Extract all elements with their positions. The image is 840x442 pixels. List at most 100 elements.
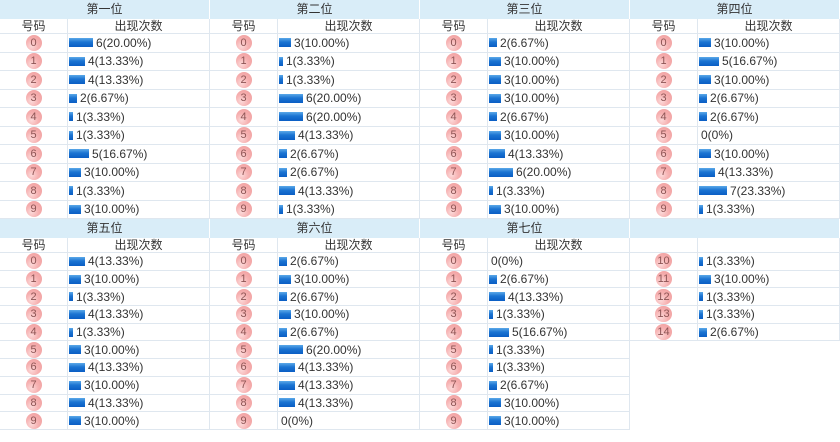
count-cell: 4(13.33%) <box>278 359 420 377</box>
number-cell: 10 <box>630 253 698 271</box>
number-ball-badge: 8 <box>25 394 42 411</box>
number-ball-badge: 0 <box>25 253 42 270</box>
number-cell: 2 <box>420 288 488 307</box>
frequency-label: 3(10.00%) <box>84 202 140 217</box>
count-cell: 1(3.33%) <box>488 306 630 324</box>
frequency-bar <box>489 167 513 177</box>
frequency-label: 5(16.67%) <box>722 54 778 69</box>
stat-row: 8 3(10.00%) <box>420 394 630 413</box>
frequency-bar <box>69 380 81 390</box>
number-ball-badge: 9 <box>445 201 462 218</box>
number-ball-badge: 4 <box>445 324 462 341</box>
number-cell: 7 <box>210 376 278 395</box>
number-ball-badge: 13 <box>655 306 672 323</box>
position-group: 第一位 号码 出现次数 0 6(20.00%) 1 4(13.33%) 2 4(13.33%) 3… <box>0 0 210 219</box>
stat-row: 1 4(13.33%) <box>0 52 210 71</box>
number-ball-badge: 7 <box>25 164 42 181</box>
frequency-bar <box>69 292 73 302</box>
frequency-bar <box>69 93 77 103</box>
number-ball-badge: 8 <box>655 182 672 199</box>
count-cell: 4(13.33%) <box>488 288 630 307</box>
col-header-number: 号码 <box>210 19 278 34</box>
stat-row: 5 6(20.00%) <box>210 341 420 360</box>
number-cell: 1 <box>420 52 488 71</box>
count-cell: 2(6.67%) <box>488 376 630 395</box>
count-cell: 2(6.67%) <box>278 253 420 271</box>
number-ball-badge: 2 <box>25 71 42 88</box>
frequency-label: 1(3.33%) <box>496 307 545 322</box>
frequency-label: 2(6.67%) <box>710 325 759 340</box>
stat-row: 4 2(6.67%) <box>630 108 840 127</box>
col-header-count <box>698 238 840 253</box>
count-cell: 4(13.33%) <box>68 394 210 413</box>
frequency-label: 3(10.00%) <box>84 272 140 287</box>
number-cell: 6 <box>630 145 698 164</box>
stat-row: 0 4(13.33%) <box>0 253 210 271</box>
frequency-bar <box>279 38 291 48</box>
count-cell: 3(10.00%) <box>68 270 210 289</box>
frequency-label: 1(3.33%) <box>76 128 125 143</box>
number-cell: 5 <box>420 126 488 145</box>
frequency-bar <box>279 345 303 355</box>
frequency-bar <box>279 149 287 159</box>
frequency-label: 4(13.33%) <box>88 307 144 322</box>
number-cell: 8 <box>0 394 68 413</box>
stat-row: 9 3(10.00%) <box>0 412 210 430</box>
frequency-label: 7(23.33%) <box>730 183 786 198</box>
frequency-bar <box>699 38 711 48</box>
count-cell: 5(16.67%) <box>488 323 630 342</box>
stat-row: 0 2(6.67%) <box>210 253 420 271</box>
frequency-label: 3(10.00%) <box>84 413 140 428</box>
number-ball-badge: 6 <box>445 359 462 376</box>
count-cell: 2(6.67%) <box>68 89 210 108</box>
number-cell: 4 <box>420 323 488 342</box>
frequency-label: 3(10.00%) <box>714 72 770 87</box>
number-ball-badge: 4 <box>25 324 42 341</box>
count-cell: 3(10.00%) <box>68 200 210 219</box>
count-cell: 1(3.33%) <box>68 182 210 201</box>
count-cell: 1(3.33%) <box>698 253 840 271</box>
number-ball-badge: 6 <box>25 145 42 162</box>
count-cell: 6(20.00%) <box>278 89 420 108</box>
number-ball-badge: 1 <box>25 271 42 288</box>
number-ball-badge: 2 <box>445 288 462 305</box>
number-ball-badge: 1 <box>235 53 252 70</box>
frequency-bar <box>699 167 715 177</box>
frequency-bar <box>489 345 493 355</box>
number-cell: 2 <box>630 71 698 90</box>
count-cell: 3(10.00%) <box>488 126 630 145</box>
stat-row: 4 2(6.67%) <box>420 108 630 127</box>
number-cell: 0 <box>210 34 278 53</box>
stat-row: 7 4(13.33%) <box>630 163 840 182</box>
frequency-bar <box>699 186 727 196</box>
frequency-label: 0(0%) <box>491 254 524 269</box>
bottom-section: 第五位 号码 出现次数 0 4(13.33%) 1 3(10.00%) 2 1(3.33%) 3 4… <box>0 219 840 430</box>
col-header-count: 出现次数 <box>698 19 840 34</box>
stat-row: 7 4(13.33%) <box>210 376 420 395</box>
frequency-bar <box>69 167 81 177</box>
frequency-label: 2(6.67%) <box>290 254 339 269</box>
stat-row: 6 4(13.33%) <box>420 145 630 164</box>
number-cell: 6 <box>420 145 488 164</box>
number-ball-badge: 7 <box>655 164 672 181</box>
frequency-bar <box>489 186 493 196</box>
group-title: 第一位 <box>0 0 210 19</box>
stat-row: 1 3(10.00%) <box>420 52 630 71</box>
frequency-label: 2(6.67%) <box>500 35 549 50</box>
count-cell: 3(10.00%) <box>698 71 840 90</box>
number-cell: 4 <box>420 108 488 127</box>
count-cell: 3(10.00%) <box>488 412 630 430</box>
frequency-bar <box>69 149 89 159</box>
frequency-bar <box>69 75 85 85</box>
frequency-label: 4(13.33%) <box>88 360 144 375</box>
frequency-bar <box>69 327 73 337</box>
number-ball-badge: 3 <box>25 306 42 323</box>
count-cell: 1(3.33%) <box>68 288 210 307</box>
number-cell: 8 <box>0 182 68 201</box>
frequency-label: 1(3.33%) <box>286 54 335 69</box>
stat-row: 8 7(23.33%) <box>630 182 840 201</box>
stat-row: 7 3(10.00%) <box>0 163 210 182</box>
column-header-row <box>630 238 840 253</box>
frequency-bar <box>279 186 295 196</box>
frequency-label: 4(13.33%) <box>88 72 144 87</box>
